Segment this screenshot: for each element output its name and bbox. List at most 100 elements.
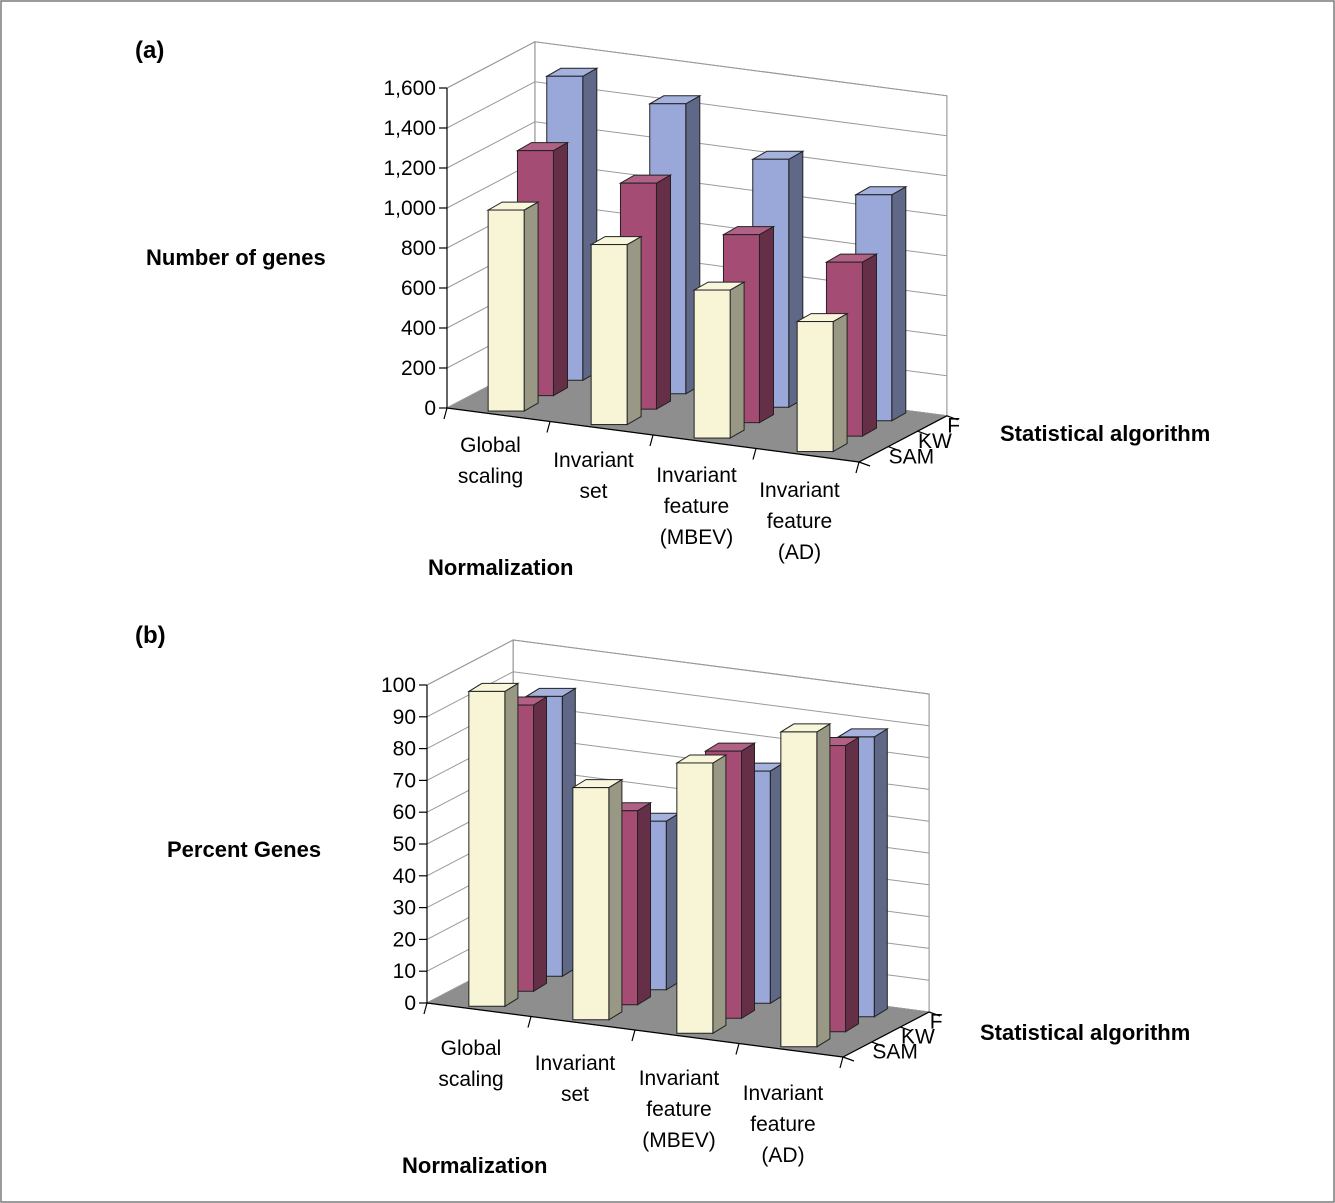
panel-a-zlabel: Statistical algorithm xyxy=(1000,421,1210,446)
category-label: Global xyxy=(460,434,521,457)
panel-b-zlabel: Statistical algorithm xyxy=(980,1020,1190,1045)
z-tick xyxy=(928,1011,941,1017)
category-label: feature xyxy=(767,510,832,533)
bar xyxy=(779,723,832,1048)
panel-b-bars xyxy=(467,682,890,1048)
panel-a-label: (a) xyxy=(135,37,164,64)
z-tick xyxy=(900,1026,912,1032)
x-tick xyxy=(631,1029,636,1042)
bar-front-face xyxy=(676,762,714,1034)
category-label: Invariant xyxy=(759,479,840,502)
bar-front-face xyxy=(572,787,610,1021)
bar-side-face xyxy=(845,736,859,1033)
bar xyxy=(795,312,849,453)
panel-b-ylabel: Percent Genes xyxy=(167,837,321,862)
panel-a-xlabel: Normalization xyxy=(428,555,573,580)
bar-side-face xyxy=(637,801,651,1006)
x-tick xyxy=(752,448,757,460)
y-tick-label: 70 xyxy=(393,769,416,792)
bar-side-face xyxy=(816,723,831,1048)
y-tick-label: 1,600 xyxy=(383,77,436,100)
bar-side-face xyxy=(891,185,907,422)
category-label: feature xyxy=(664,495,729,518)
series-label: SAM xyxy=(889,445,935,468)
category-label: Invariant xyxy=(656,464,737,487)
bar-side-face xyxy=(712,754,727,1035)
panel-a-ylabel: Number of genes xyxy=(146,245,326,270)
bar-front-face xyxy=(468,690,506,1007)
bar-side-face xyxy=(523,201,539,412)
z-axis-line xyxy=(842,1011,930,1058)
category-label: Invariant xyxy=(639,1067,720,1090)
bar-front-face xyxy=(693,289,731,439)
y-tick-label: 60 xyxy=(393,801,416,824)
y-tick-label: 400 xyxy=(401,317,436,340)
y-tick-label: 50 xyxy=(393,833,416,856)
x-tick xyxy=(735,1043,740,1055)
category-label: set xyxy=(579,480,607,503)
gridline xyxy=(446,81,947,137)
x-tick xyxy=(855,461,860,474)
gridline xyxy=(426,639,930,695)
panel-a-bars xyxy=(486,67,908,453)
y-tick-label: 800 xyxy=(401,237,436,260)
gridline xyxy=(446,121,947,177)
z-tick xyxy=(858,461,871,467)
z-tick xyxy=(888,446,900,452)
y-tick-label: 30 xyxy=(393,897,416,920)
x-tick xyxy=(839,1056,844,1069)
bar-front-face xyxy=(796,321,834,453)
bar xyxy=(589,235,643,426)
bar-front-face xyxy=(487,209,525,412)
bar-side-face xyxy=(656,174,671,410)
panel-a-chart: (a) Number of genes Normalization Statis… xyxy=(135,37,1210,580)
x-tick xyxy=(423,1002,428,1015)
category-label: scaling xyxy=(458,465,523,488)
category-label: feature xyxy=(646,1098,711,1121)
bar xyxy=(571,778,624,1021)
bar-front-face xyxy=(780,731,818,1048)
series-label: F xyxy=(930,1011,943,1034)
category-label: Invariant xyxy=(535,1052,616,1075)
bar-side-face xyxy=(626,235,642,426)
category-label: set xyxy=(561,1083,589,1106)
bar-side-face xyxy=(729,281,745,439)
bar-side-face xyxy=(504,682,519,1008)
category-label: Invariant xyxy=(743,1082,824,1105)
panel-b-axes xyxy=(419,684,941,1069)
y-tick-label: 0 xyxy=(404,992,416,1015)
y-tick-label: 200 xyxy=(401,357,436,380)
series-label: KW xyxy=(901,1026,935,1049)
y-tick-label: 0 xyxy=(424,397,436,420)
category-label: Global xyxy=(441,1037,502,1060)
panel-b-xlabel: Normalization xyxy=(402,1153,547,1178)
panel-b-chart: (b) Percent Genes Normalization Statisti… xyxy=(135,622,1190,1178)
category-label: (AD) xyxy=(778,541,821,564)
y-tick-label: 90 xyxy=(393,706,416,729)
panel-a-axes xyxy=(439,87,959,474)
series-label: SAM xyxy=(872,1041,918,1064)
y-tick-label: 20 xyxy=(393,928,416,951)
bar-side-face xyxy=(553,141,568,397)
bar xyxy=(675,754,728,1035)
bar-side-face xyxy=(832,312,848,453)
y-tick-label: 1,000 xyxy=(383,197,436,220)
category-label: (MBEV) xyxy=(660,526,734,549)
y-tick-label: 1,400 xyxy=(383,117,436,140)
bar-side-face xyxy=(533,696,547,993)
gridline xyxy=(446,41,947,97)
x-tick xyxy=(443,407,448,420)
bar-side-face xyxy=(608,778,623,1021)
z-tick xyxy=(917,430,929,436)
z-tick xyxy=(871,1041,883,1047)
bar xyxy=(467,682,520,1008)
category-label: scaling xyxy=(438,1068,503,1091)
bar xyxy=(692,281,746,439)
bar-side-face xyxy=(759,225,774,424)
y-tick-label: 1,200 xyxy=(383,157,436,180)
z-axis-line xyxy=(858,415,948,463)
bar-side-face xyxy=(862,253,877,437)
